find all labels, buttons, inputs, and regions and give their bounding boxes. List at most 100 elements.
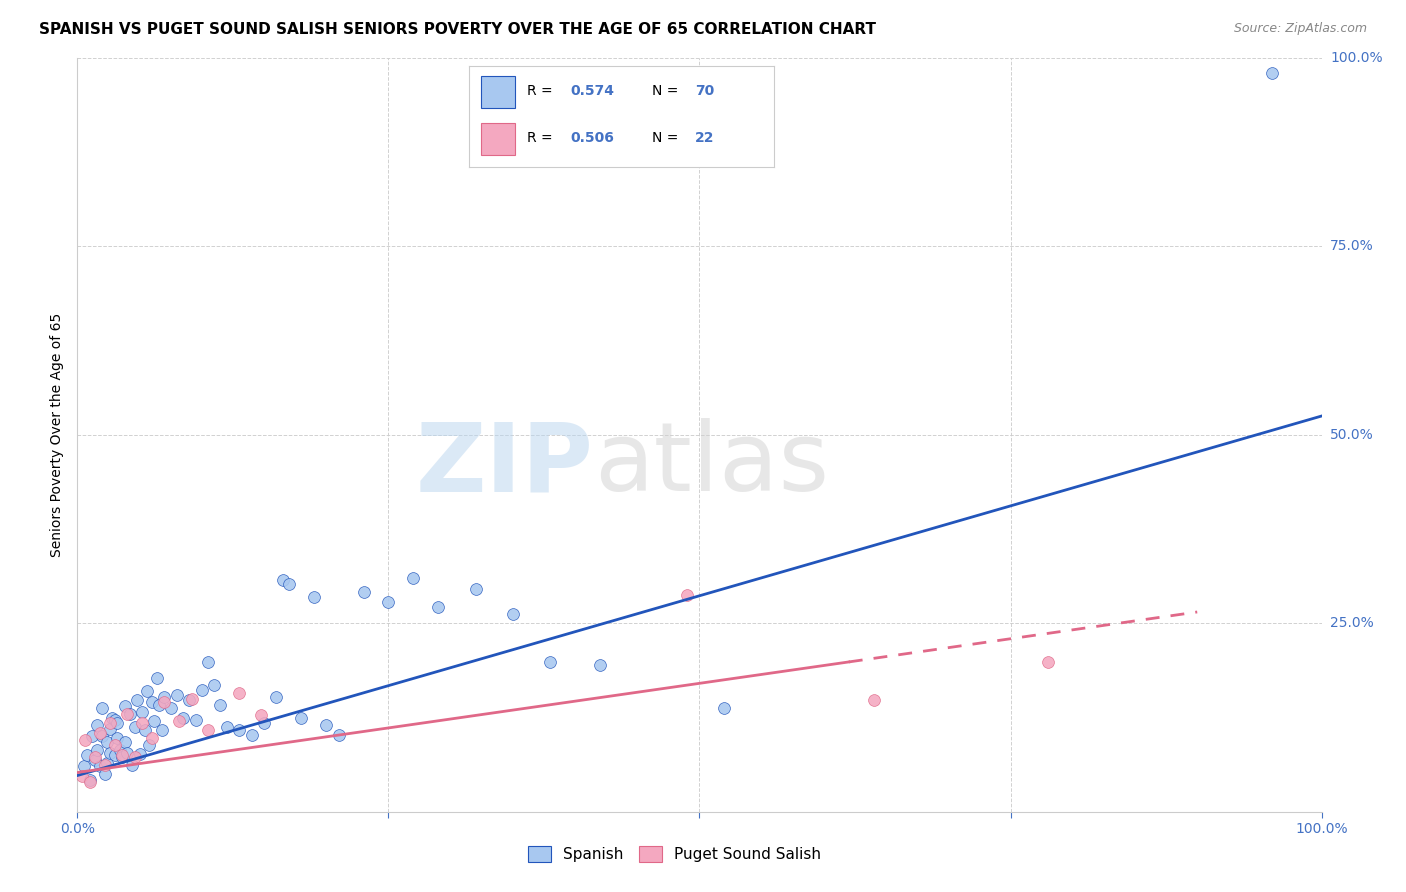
Point	[166, 688, 188, 702]
Point	[114, 699, 136, 714]
Point	[676, 588, 699, 602]
Point	[73, 733, 96, 747]
Point	[115, 706, 138, 721]
Point	[179, 693, 201, 707]
Point	[124, 750, 146, 764]
Text: 100.0%: 100.0%	[1330, 51, 1382, 65]
Point	[91, 700, 114, 714]
Text: SPANISH VS PUGET SOUND SALISH SENIORS POVERTY OVER THE AGE OF 65 CORRELATION CHA: SPANISH VS PUGET SOUND SALISH SENIORS PO…	[39, 22, 876, 37]
Point	[228, 723, 250, 738]
Point	[172, 710, 194, 724]
Point	[104, 748, 127, 763]
Point	[82, 730, 104, 744]
Point	[427, 599, 450, 614]
Point	[111, 750, 134, 764]
Point	[93, 758, 115, 772]
Point	[141, 695, 163, 709]
Point	[202, 678, 225, 692]
Point	[197, 723, 219, 738]
Point	[134, 723, 156, 738]
Point	[115, 746, 138, 760]
Point	[184, 713, 207, 727]
Point	[125, 693, 148, 707]
Point	[104, 713, 127, 727]
Point	[96, 756, 118, 770]
Point	[101, 710, 124, 724]
Point	[862, 693, 884, 707]
Point	[98, 715, 121, 730]
Point	[89, 725, 111, 739]
Point	[228, 685, 250, 699]
Point	[159, 700, 181, 714]
Point	[98, 746, 121, 760]
Point	[215, 720, 238, 734]
Point	[86, 718, 108, 732]
Point	[377, 595, 399, 609]
Point	[180, 691, 202, 706]
Text: Source: ZipAtlas.com: Source: ZipAtlas.com	[1233, 22, 1367, 36]
Point	[464, 582, 486, 597]
Point	[108, 743, 131, 757]
Point	[79, 774, 101, 789]
Point	[131, 705, 153, 719]
Point	[713, 700, 735, 714]
Point	[402, 571, 425, 585]
Point	[76, 748, 98, 763]
Point	[93, 767, 115, 781]
Point	[240, 728, 263, 742]
Text: 50.0%: 50.0%	[1330, 428, 1374, 442]
Y-axis label: Seniors Poverty Over the Age of 65: Seniors Poverty Over the Age of 65	[51, 313, 65, 557]
Point	[253, 715, 276, 730]
Point	[124, 720, 146, 734]
Point	[538, 656, 561, 670]
Point	[589, 657, 612, 672]
Point	[141, 731, 163, 745]
Point	[353, 584, 375, 599]
Point	[146, 671, 169, 685]
Point	[105, 731, 128, 745]
Point	[96, 735, 118, 749]
Point	[98, 722, 121, 736]
Point	[104, 739, 127, 753]
Point	[191, 682, 214, 697]
Point	[209, 698, 232, 712]
Point	[328, 728, 350, 742]
Point	[1261, 66, 1284, 80]
Point	[121, 758, 143, 772]
Point	[83, 750, 105, 764]
Point	[118, 706, 141, 721]
Point	[138, 739, 160, 753]
Point	[79, 773, 101, 788]
Point	[266, 690, 288, 705]
Point	[128, 747, 150, 762]
Point	[105, 715, 128, 730]
Text: atlas: atlas	[593, 418, 830, 511]
Point	[114, 735, 136, 749]
Point	[143, 714, 166, 729]
Point	[72, 759, 94, 773]
Point	[148, 698, 170, 712]
Point	[197, 656, 219, 670]
Point	[136, 684, 159, 698]
Point	[290, 710, 312, 724]
Point	[111, 748, 134, 763]
Point	[150, 723, 173, 738]
Point	[302, 590, 325, 604]
Point	[153, 690, 176, 705]
Legend: Spanish, Puget Sound Salish: Spanish, Puget Sound Salish	[522, 840, 827, 868]
Point	[89, 759, 111, 773]
Point	[72, 768, 94, 782]
Text: ZIP: ZIP	[416, 418, 593, 511]
Point	[131, 715, 153, 730]
Point	[271, 573, 294, 587]
Point	[169, 714, 191, 729]
Point	[153, 695, 176, 709]
Point	[83, 754, 105, 768]
Text: 25.0%: 25.0%	[1330, 616, 1374, 631]
Point	[91, 730, 114, 744]
Text: 75.0%: 75.0%	[1330, 239, 1374, 253]
Point	[250, 708, 273, 723]
Point	[315, 718, 337, 732]
Point	[86, 743, 108, 757]
Point	[502, 607, 524, 622]
